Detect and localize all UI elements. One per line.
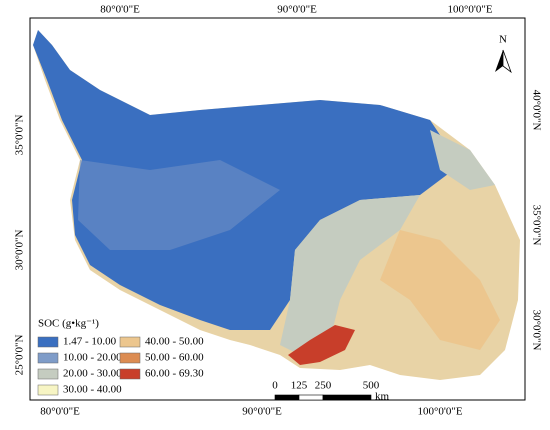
legend-label: 30.00 - 40.00 xyxy=(63,384,122,396)
legend-label: 40.00 - 50.00 xyxy=(145,336,204,348)
north-label: N xyxy=(499,34,507,46)
scale-bar-unit: km xyxy=(375,391,390,403)
graticule-label: 90°0'0"E xyxy=(277,4,317,16)
scale-bar-label: 500 xyxy=(363,380,380,392)
legend-swatch xyxy=(37,368,59,380)
graticule-label: 100°0'0"E xyxy=(417,406,462,418)
north-arrow xyxy=(495,50,503,72)
legend-label: 60.00 - 69.30 xyxy=(145,368,204,380)
legend-swatch xyxy=(119,336,141,348)
scale-bar-label: 125 xyxy=(291,380,308,392)
graticule-label: 30°0'0"N xyxy=(530,310,542,351)
scale-bar-label: 0 xyxy=(272,380,278,392)
region-transition xyxy=(280,195,420,355)
region-northeast xyxy=(430,130,495,190)
legend-label: 1.47 - 10.00 xyxy=(63,336,117,348)
north-arrow xyxy=(502,49,512,74)
graticule-label: 90°0'0"E xyxy=(242,406,282,418)
scale-bar-segment xyxy=(298,394,324,401)
graticule-label: 35°0'0"N xyxy=(14,115,26,156)
graticule-label: 80°0'0"E xyxy=(40,406,80,418)
graticule-label: 100°0'0"E xyxy=(447,4,492,16)
legend-swatch xyxy=(119,352,141,364)
legend-swatch xyxy=(119,368,141,380)
graticule-label: 35°0'0"N xyxy=(530,205,542,246)
legend-label: 10.00 - 20.00 xyxy=(63,352,122,364)
graticule-label: 80°0'0"E xyxy=(100,4,140,16)
graticule-label: 30°0'0"N xyxy=(14,230,26,271)
legend-title: SOC (g•kg⁻¹) xyxy=(38,318,99,330)
legend-swatch xyxy=(37,352,59,364)
graticule-label: 25°0'0"N xyxy=(14,335,26,376)
region-mid xyxy=(78,160,280,250)
region-southeast xyxy=(380,230,500,350)
scale-bar-segment xyxy=(322,394,372,401)
scale-bar-label: 250 xyxy=(315,380,332,392)
scale-bar-segment xyxy=(274,394,300,401)
legend-label: 50.00 - 60.00 xyxy=(145,352,204,364)
legend-swatch xyxy=(37,336,59,348)
graticule-label: 40°0'0"N xyxy=(530,90,542,131)
legend-swatch xyxy=(37,384,59,396)
region-south-red xyxy=(288,325,355,365)
legend-label: 20.00 - 30.00 xyxy=(63,368,122,380)
